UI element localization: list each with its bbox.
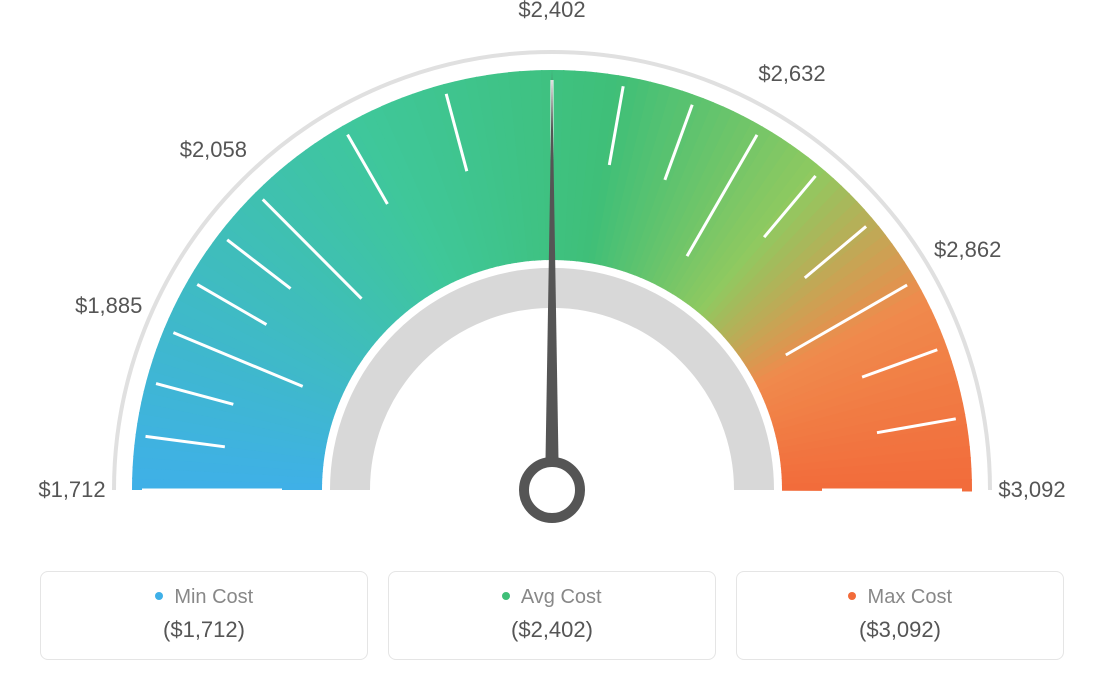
gauge-tick-label: $2,862 [934,237,1001,263]
min-cost-label: Min Cost [174,586,253,608]
gauge-tick-label: $2,402 [518,0,585,23]
max-cost-title: Max Cost [757,586,1043,609]
avg-cost-title: Avg Cost [409,586,695,609]
max-cost-label: Max Cost [868,586,952,608]
gauge-tick-label: $1,712 [38,477,105,503]
avg-cost-label: Avg Cost [521,586,602,608]
summary-cards: Min Cost ($1,712) Avg Cost ($2,402) Max … [40,571,1064,660]
min-cost-title: Min Cost [61,586,347,609]
gauge-tick-label: $2,058 [180,137,247,163]
max-cost-value: ($3,092) [757,617,1043,643]
avg-cost-value: ($2,402) [409,617,695,643]
cost-gauge: $1,712 $1,885 $2,058 $2,402 $2,632 $2,862 $3,0… [0,0,1104,560]
avg-dot-icon [502,592,510,600]
min-cost-card: Min Cost ($1,712) [40,571,368,660]
min-dot-icon [155,592,163,600]
gauge-tick-label: $2,632 [758,61,825,87]
min-cost-value: ($1,712) [61,617,347,643]
max-cost-card: Max Cost ($3,092) [736,571,1064,660]
avg-cost-card: Avg Cost ($2,402) [388,571,716,660]
gauge-svg [0,0,1104,560]
gauge-tick-label: $3,092 [998,477,1065,503]
gauge-tick-label: $1,885 [75,293,142,319]
max-dot-icon [848,592,856,600]
